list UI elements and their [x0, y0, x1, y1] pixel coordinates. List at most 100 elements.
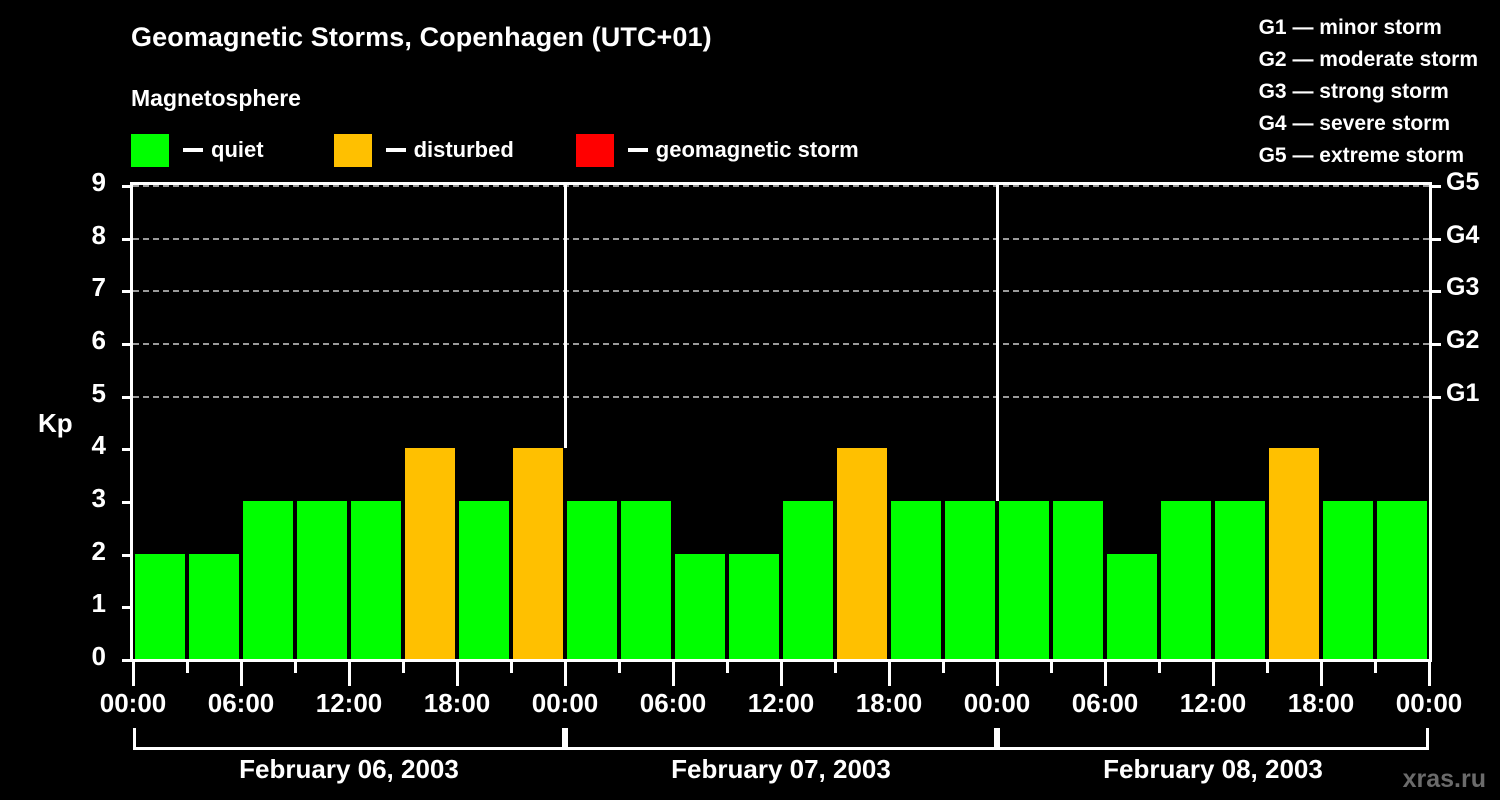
x-tick-label-0: 00:00: [99, 688, 167, 718]
g-axis-label-g2: G2: [1446, 326, 1480, 354]
y-tick-label-2: 2: [91, 535, 106, 566]
bar-11: [728, 553, 779, 659]
g-legend-label: minor storm: [1319, 16, 1442, 39]
day-bracket-3: [997, 728, 1429, 750]
gridline-kp-8: [133, 237, 1429, 240]
gridline-kp-6: [133, 343, 1429, 345]
g-legend-code: G3: [1258, 80, 1287, 103]
bar-5: [404, 448, 455, 659]
y-tick-4: [122, 448, 133, 452]
y-tick-label-3: 3: [91, 483, 106, 513]
x-tick-6: [455, 662, 459, 686]
x-tick-13: [833, 662, 837, 673]
bar-12: [782, 501, 833, 659]
x-tick-16: [995, 662, 999, 686]
g-legend-row-g5: G5 — extreme storm: [1259, 140, 1478, 172]
day-label-2: February 07, 2003: [671, 754, 891, 784]
y-tick-5: [122, 395, 133, 399]
x-tick-label-12: 00:00: [1395, 688, 1463, 718]
x-tick-label-5: 06:00: [639, 688, 707, 718]
y-tick-label-4: 4: [91, 430, 106, 461]
g-axis-label-g3: G3: [1446, 273, 1480, 302]
y-tick-6: [122, 343, 133, 346]
g-legend-row-g2: G2 — moderate storm: [1259, 44, 1478, 76]
y-tick-0: [122, 659, 133, 662]
y-axis-title: Kp: [38, 408, 73, 438]
g-legend-code: G1: [1258, 16, 1287, 39]
legend-label-geomagnetic-storm: geomagnetic storm: [655, 137, 859, 162]
g-tick-g3: [1429, 290, 1441, 294]
bar-14: [890, 501, 941, 659]
watermark: xras.ru: [1402, 765, 1486, 793]
x-tick-22: [1319, 662, 1323, 686]
x-tick-19: [1157, 662, 1161, 673]
x-tick-23: [1373, 662, 1377, 673]
g-legend-dash-icon: —: [1286, 112, 1320, 135]
g-legend-row-g1: G1 — minor storm: [1259, 12, 1478, 44]
gridline-kp-5: [133, 395, 1429, 398]
x-tick-9: [617, 662, 621, 673]
g-axis-label-g4: G4: [1446, 220, 1480, 249]
x-tick-4: [347, 662, 351, 686]
g-legend-label: strong storm: [1319, 80, 1449, 103]
legend-dash-icon: [627, 148, 648, 152]
day-label-1: February 06, 2003: [239, 754, 459, 784]
bar-0: [134, 553, 185, 659]
bar-6: [458, 501, 509, 659]
bar-16: [998, 501, 1049, 659]
legend-swatch-quiet: [131, 133, 169, 167]
legend-item-quiet: quiet: [131, 133, 264, 167]
bar-20: [1214, 501, 1265, 659]
x-tick-21: [1265, 662, 1269, 673]
g-tick-g5: [1429, 185, 1441, 188]
legend-item-disturbed: disturbed: [333, 133, 514, 167]
x-tick-label-1: 06:00: [207, 688, 275, 718]
bar-23: [1376, 501, 1427, 659]
g-tick-g2: [1429, 343, 1441, 346]
plot-inner: [122, 185, 1441, 662]
y-tick-2: [122, 553, 133, 557]
x-tick-3: [293, 662, 297, 673]
day-separator-2: [995, 185, 999, 501]
x-tick-12: [779, 662, 783, 686]
bar-22: [1322, 501, 1373, 659]
bar-15: [944, 501, 995, 659]
y-tick-3: [122, 501, 133, 504]
x-tick-label-11: 18:00: [1287, 688, 1355, 718]
x-tick-label-6: 12:00: [747, 688, 815, 718]
g-legend-dash-icon: —: [1286, 16, 1320, 39]
y-tick-label-7: 7: [91, 272, 106, 303]
gridline-kp-9: [133, 185, 1429, 187]
x-tick-15: [941, 662, 945, 673]
x-tick-14: [887, 662, 891, 686]
legend-swatch-disturbed: [333, 133, 372, 167]
day-label-3: February 08, 2003: [1103, 754, 1323, 784]
y-tick-label-8: 8: [91, 219, 106, 250]
g-legend-label: moderate storm: [1319, 48, 1478, 71]
legend-dash-icon: [183, 148, 203, 152]
x-tick-label-9: 06:00: [1071, 688, 1139, 718]
chart-plot-area: [122, 182, 1441, 662]
x-tick-label-4: 00:00: [531, 688, 599, 718]
day-bracket-2: [565, 728, 997, 750]
page-title: Geomagnetic Storms, Copenhagen (UTC+01): [131, 22, 712, 52]
x-tick-0: [131, 662, 135, 686]
legend-label-disturbed: disturbed: [413, 137, 514, 162]
x-tick-20: [1211, 662, 1215, 686]
x-tick-label-7: 18:00: [855, 688, 923, 718]
chart-subtitle: Magnetosphere: [131, 85, 301, 111]
x-tick-18: [1103, 662, 1107, 686]
bar-17: [1052, 501, 1103, 659]
legend-label-quiet: quiet: [211, 137, 264, 162]
y-tick-8: [122, 237, 133, 241]
x-tick-1: [185, 662, 189, 673]
day-separator-1: [563, 185, 567, 449]
y-tick-label-9: 9: [91, 167, 106, 197]
bar-21: [1268, 448, 1319, 659]
bar-4: [350, 501, 401, 659]
x-tick-label-3: 18:00: [423, 688, 491, 718]
g-legend-row-g3: G3 — strong storm: [1259, 76, 1478, 108]
x-tick-7: [509, 662, 513, 673]
y-tick-9: [122, 185, 133, 188]
bar-8: [566, 501, 617, 659]
